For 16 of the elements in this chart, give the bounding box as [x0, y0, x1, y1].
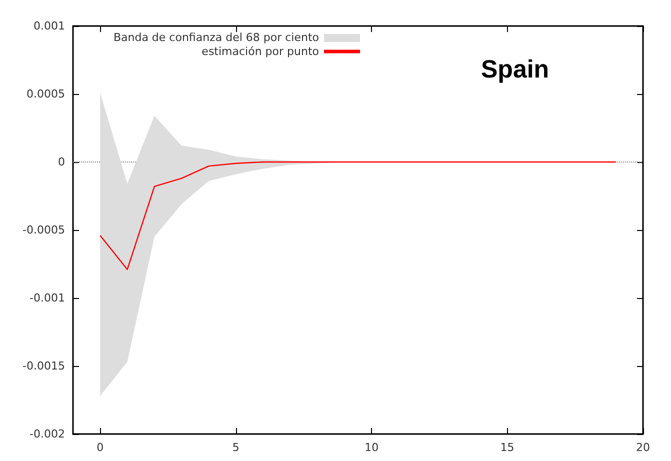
x-tick-label: 20 — [636, 441, 650, 454]
x-tick-label: 0 — [96, 441, 104, 454]
x-tick-label: 15 — [500, 441, 514, 454]
line-series — [100, 161, 616, 270]
y-tick-label: -0.0005 — [22, 224, 65, 236]
legend-label: estimación por punto — [202, 45, 320, 58]
x-tick-label: 5 — [232, 441, 240, 454]
y-tick-label: 0.001 — [34, 20, 65, 32]
annotation: Banda de confianza del 68 por ciento — [113, 31, 319, 44]
y-tick-label: -0.002 — [30, 428, 65, 440]
x-tick-label: 10 — [364, 441, 379, 454]
text: Spain — [481, 56, 550, 84]
y-tick-label: 0 — [58, 156, 65, 168]
y-tick-label: -0.001 — [30, 292, 65, 304]
y-tick-label: -0.0015 — [22, 360, 65, 372]
y-tick-label: 0.0005 — [26, 88, 65, 100]
